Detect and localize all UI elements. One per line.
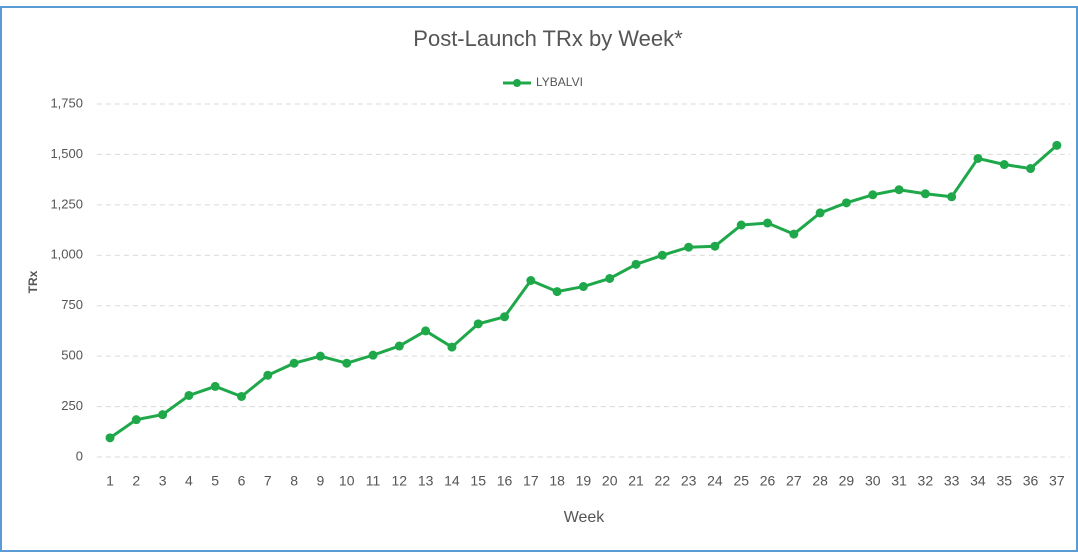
y-tick-label: 500 — [61, 348, 83, 363]
x-tick-label: 5 — [211, 473, 219, 489]
x-axis-label: Week — [564, 509, 606, 526]
data-point — [789, 229, 799, 239]
y-tick-label: 1,500 — [50, 146, 83, 161]
data-point — [447, 342, 457, 352]
y-tick-label: 1,250 — [50, 196, 83, 211]
data-point — [1026, 164, 1036, 174]
x-tick-label: 10 — [339, 473, 355, 489]
data-point — [263, 370, 273, 380]
chart-frame — [0, 6, 1078, 552]
data-point — [657, 250, 667, 260]
data-point — [131, 415, 141, 425]
x-tick-label: 19 — [576, 473, 592, 489]
data-point — [473, 319, 483, 329]
legend-marker — [513, 79, 521, 87]
data-point — [368, 350, 378, 360]
x-tick-label: 14 — [444, 473, 460, 489]
x-tick-label: 32 — [918, 473, 934, 489]
data-point — [841, 198, 851, 208]
data-point — [158, 410, 168, 420]
x-tick-label: 26 — [760, 473, 776, 489]
data-point — [631, 259, 641, 269]
data-point — [184, 390, 194, 400]
x-tick-label: 18 — [549, 473, 565, 489]
data-point — [894, 185, 904, 195]
x-tick-label: 27 — [786, 473, 802, 489]
data-point — [237, 391, 247, 401]
x-tick-label: 22 — [655, 473, 671, 489]
data-point — [421, 326, 431, 336]
x-tick-label: 21 — [628, 473, 644, 489]
x-tick-label: 1 — [106, 473, 114, 489]
x-tick-label: 17 — [523, 473, 539, 489]
y-tick-label: 1,000 — [50, 247, 83, 262]
data-point — [736, 220, 746, 230]
x-tick-label: 13 — [418, 473, 434, 489]
x-tick-label: 35 — [996, 473, 1012, 489]
x-tick-label: 37 — [1049, 473, 1065, 489]
x-tick-label: 15 — [470, 473, 486, 489]
y-tick-label: 250 — [61, 398, 83, 413]
x-tick-label: 29 — [839, 473, 855, 489]
x-tick-label: 6 — [238, 473, 246, 489]
data-point — [500, 312, 510, 322]
x-tick-label: 24 — [707, 473, 723, 489]
x-tick-label: 12 — [392, 473, 408, 489]
x-tick-label: 16 — [497, 473, 513, 489]
data-point — [763, 218, 773, 228]
y-tick-label: 0 — [76, 448, 83, 463]
x-tick-label: 23 — [681, 473, 697, 489]
x-tick-label: 25 — [733, 473, 749, 489]
data-point — [947, 192, 957, 202]
data-point — [394, 341, 404, 351]
data-point — [1052, 140, 1062, 150]
data-point — [868, 190, 878, 200]
x-tick-label: 31 — [891, 473, 907, 489]
data-point — [210, 381, 220, 391]
x-tick-label: 33 — [944, 473, 960, 489]
x-tick-label: 3 — [159, 473, 167, 489]
x-tick-label: 4 — [185, 473, 193, 489]
data-point — [315, 351, 325, 361]
data-point — [526, 276, 536, 285]
y-tick-label: 1,750 — [50, 95, 83, 110]
data-point — [105, 433, 115, 443]
data-point — [552, 287, 562, 297]
x-tick-label: 28 — [812, 473, 828, 489]
data-point — [578, 282, 588, 292]
y-axis-label: TRx — [26, 270, 40, 293]
data-point — [289, 358, 299, 368]
x-tick-label: 11 — [366, 473, 381, 489]
data-point — [920, 189, 930, 199]
data-point — [973, 153, 983, 163]
x-tick-label: 8 — [290, 473, 298, 489]
data-point — [684, 242, 694, 252]
x-tick-label: 2 — [132, 473, 140, 489]
data-point — [342, 358, 352, 368]
x-tick-label: 9 — [317, 473, 325, 489]
y-tick-label: 750 — [61, 297, 83, 312]
data-point — [605, 273, 615, 283]
legend-label: LYBALVI — [536, 75, 583, 89]
data-point — [815, 208, 825, 218]
x-tick-label: 34 — [970, 473, 986, 489]
x-tick-label: 20 — [602, 473, 618, 489]
x-tick-label: 7 — [264, 473, 272, 489]
x-tick-label: 30 — [865, 473, 881, 489]
data-point — [999, 160, 1009, 170]
chart-title: Post-Launch TRx by Week* — [413, 26, 683, 51]
x-tick-label: 36 — [1023, 473, 1039, 489]
data-point — [710, 241, 720, 251]
